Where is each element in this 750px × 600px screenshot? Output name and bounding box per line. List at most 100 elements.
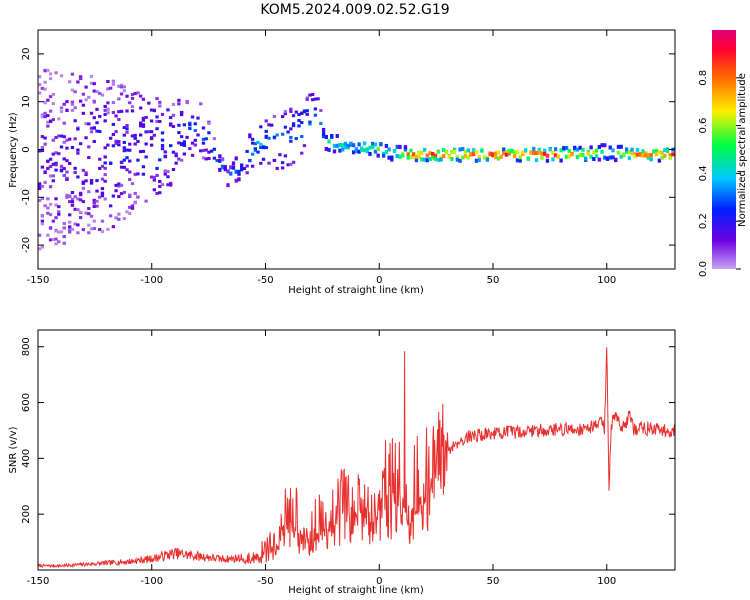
- spectrogram-cell: [133, 142, 137, 146]
- spectrogram-cell: [59, 110, 64, 114]
- spectrogram-cell: [371, 145, 375, 150]
- spectrogram-cell: [149, 175, 154, 179]
- spectrogram-cell: [390, 157, 394, 162]
- spectrogram-cell: [409, 154, 413, 159]
- spectrogram-cell: [51, 152, 55, 156]
- spectrogram-cell: [220, 157, 225, 162]
- spectrogram-cell: [155, 173, 159, 177]
- spectrogram-cell: [133, 92, 137, 96]
- spectrogram-cell: [179, 158, 184, 162]
- spectrogram-cell: [43, 80, 47, 84]
- spectrogram-cell: [98, 157, 102, 161]
- spectrogram-cell: [581, 152, 585, 157]
- spectrogram-cell: [92, 99, 96, 103]
- spectrogram-cell: [556, 154, 561, 159]
- spectrogram-cell: [414, 158, 419, 163]
- spectrogram-cell: [543, 148, 547, 153]
- spectrogram-cell: [646, 155, 651, 160]
- spectrogram-cell: [68, 213, 72, 217]
- spectrogram-cell: [158, 104, 162, 108]
- spectrogram-cell: [657, 150, 662, 155]
- spectrogram-cell: [76, 223, 80, 227]
- spectrogram-cell: [76, 197, 80, 201]
- spectrogram-cell: [261, 157, 266, 161]
- spectrogram-cell: [73, 207, 77, 211]
- spectrogram-cell: [106, 107, 110, 111]
- spectrogram-cell: [92, 140, 96, 144]
- spectrogram-cell: [220, 165, 225, 170]
- spectrogram-cell: [654, 151, 659, 156]
- spectrogram-cell: [346, 143, 350, 148]
- spectrogram-cell: [117, 217, 121, 221]
- spectrogram-cell: [294, 110, 298, 114]
- spectrogram-cell: [272, 135, 277, 139]
- spectrogram-cell: [78, 142, 83, 146]
- spectrogram-cell: [177, 123, 181, 127]
- spectrogram-cell: [152, 109, 156, 113]
- spectrogram-cell: [122, 89, 126, 93]
- spectrogram-cell: [171, 168, 176, 172]
- spectrogram-cell: [319, 121, 323, 125]
- spectrogram-cell: [439, 157, 443, 162]
- spectrogram-cell: [223, 165, 227, 170]
- spectrogram-cell: [122, 140, 126, 144]
- spectrogram-cell: [59, 134, 64, 138]
- spectrogram-cell: [130, 105, 135, 109]
- snr-x-label: Height of straight line (km): [288, 585, 424, 596]
- spectrogram-cell: [62, 102, 66, 106]
- spectrogram-cell: [193, 122, 197, 126]
- spectrogram-cell: [108, 214, 113, 218]
- spectrogram-cell: [523, 148, 528, 153]
- spectrogram-cell: [87, 207, 91, 211]
- spectrogram-cell: [89, 179, 94, 183]
- spectrogram-cell: [92, 198, 96, 202]
- spectrogram-cell: [84, 122, 88, 126]
- spectrogram-cell: [158, 180, 162, 184]
- spectrogram-cell: [48, 95, 53, 99]
- spectrogram-cell: [130, 134, 135, 138]
- spectrogram-cell: [619, 144, 623, 149]
- spectrogram-cell: [81, 103, 86, 107]
- spectrogram-cell: [46, 233, 50, 237]
- spectrogram-cell: [469, 151, 473, 156]
- spectrogram-cell: [477, 154, 481, 159]
- spectrogram-cell: [149, 143, 154, 147]
- spectrogram-cell: [289, 107, 293, 111]
- spectrogram-cell: [264, 135, 268, 139]
- spectrogram-cell: [461, 155, 465, 160]
- spectrogram-cell: [466, 155, 470, 160]
- spectrogram-cell: [387, 147, 391, 152]
- spectrogram-cell: [302, 110, 307, 114]
- spectrogram-cell: [68, 230, 72, 234]
- spectrogram-cell: [111, 101, 116, 105]
- spectrogram-cell: [665, 149, 670, 154]
- spectrogram-cell: [84, 173, 88, 177]
- spectrogram-cell: [122, 165, 126, 169]
- spectrogram-cell: [117, 195, 121, 199]
- spectrogram-cell: [76, 151, 80, 155]
- spectrogram-cell: [300, 121, 304, 125]
- spectrogram-cell: [57, 205, 61, 209]
- spectrogram-cell: [108, 86, 113, 90]
- spectrogram-cell: [564, 145, 569, 150]
- spectrogram-cell: [130, 182, 135, 186]
- colorbar-ticks: 0.0 0.2 0.4 0.6 0.8: [698, 70, 741, 277]
- spectrogram-cell: [122, 85, 126, 89]
- spectrogram-cell: [122, 149, 126, 153]
- spectrogram-cell: [125, 130, 129, 134]
- spectrogram-cell: [417, 154, 421, 159]
- spectrogram-cell: [237, 177, 241, 182]
- spectrogram-cell: [43, 111, 47, 115]
- spectrogram-cell: [668, 155, 672, 160]
- spectrogram-cell: [594, 148, 599, 153]
- y-tick-label: 400: [21, 449, 32, 468]
- spectrogram-cell: [158, 100, 162, 104]
- spectrogram-cell: [332, 143, 337, 148]
- spectrogram-cell: [567, 148, 571, 153]
- spectrogram-cell: [259, 145, 263, 149]
- spectrogram-cell: [130, 96, 135, 100]
- spectrogram-cell: [199, 149, 203, 153]
- spectrogram-cell: [155, 127, 159, 131]
- spectrogram-cell: [103, 112, 107, 116]
